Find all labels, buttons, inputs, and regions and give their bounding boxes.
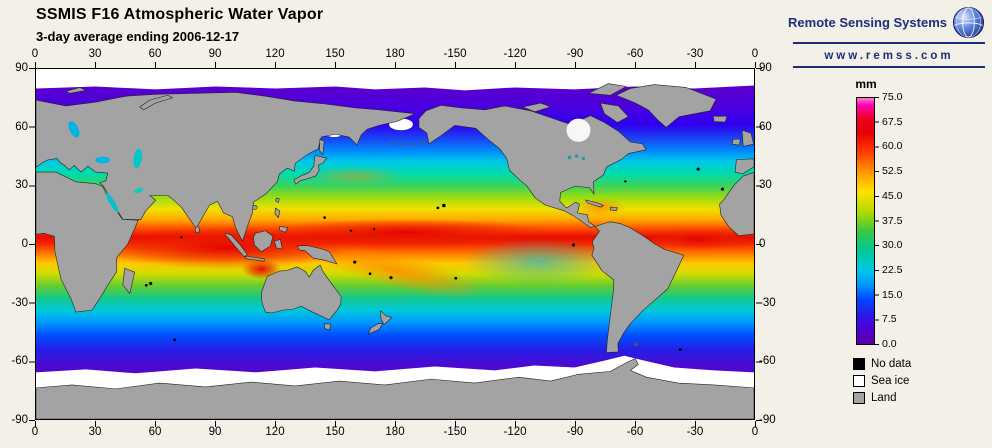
lat-tick-label: 90 xyxy=(15,62,28,74)
x-axis-labels-bottom: 0 30 60 90 120 150 180 -150 -120 -90 -60… xyxy=(31,426,759,440)
colorbar-tick-label: 52.5 xyxy=(882,165,903,177)
lon-tick-label: -90 xyxy=(566,426,584,438)
lat-tick-label: -30 xyxy=(11,297,28,309)
lat-tick-label: 0 xyxy=(759,238,766,250)
lat-tick-label: 60 xyxy=(15,121,28,133)
island-specks xyxy=(144,141,725,351)
y-axis-labels-right: 90 60 30 0 -30 -60 -90 xyxy=(759,62,787,426)
lon-tick-label: 0 xyxy=(31,48,39,60)
lon-tick-label: 60 xyxy=(148,426,162,438)
lon-tick-label: 180 xyxy=(385,426,405,438)
y-axis-labels-left: 90 60 30 0 -30 -60 -90 xyxy=(2,62,28,426)
x-axis-ticks-bottom xyxy=(35,421,756,427)
legend-item-land: Land xyxy=(853,391,911,404)
landmasses xyxy=(36,83,754,419)
colorbar-tick-label: 60.0 xyxy=(882,140,903,152)
colorbar-unit-label: mm xyxy=(855,77,877,91)
map-legend: No data Sea ice Land xyxy=(853,357,911,408)
globe-icon xyxy=(952,6,985,39)
lon-tick-label: -60 xyxy=(626,426,644,438)
lon-tick-label: 0 xyxy=(751,48,759,60)
no-data-swatch xyxy=(853,357,865,370)
page-subtitle: 3-day average ending 2006-12-17 xyxy=(36,29,240,44)
colorbar-tick-label: 67.5 xyxy=(882,116,903,128)
lat-tick-label: 30 xyxy=(759,179,772,191)
lon-tick-label: 60 xyxy=(148,48,162,60)
lon-tick-label: 30 xyxy=(88,426,102,438)
lon-tick-label: 90 xyxy=(208,48,222,60)
colorbar-ticks xyxy=(875,97,879,345)
arctic-sea-ice xyxy=(36,69,754,91)
colorbar xyxy=(856,97,875,345)
colorbar-labels: 75.0 67.5 60.0 52.5 45.0 37.5 30.0 22.5 … xyxy=(882,91,922,350)
lon-tick-label: 150 xyxy=(325,426,345,438)
lat-tick-label: -90 xyxy=(759,414,776,426)
lat-tick-label: -60 xyxy=(759,355,776,367)
y-axis-ticks-right xyxy=(756,68,762,421)
lon-tick-label: 0 xyxy=(31,426,39,438)
lon-tick-label: 0 xyxy=(751,426,759,438)
x-axis-ticks-top xyxy=(35,62,756,68)
colorbar-tick-label: 30.0 xyxy=(882,239,903,251)
lat-tick-label: -30 xyxy=(759,297,776,309)
sea-ice-swatch xyxy=(853,374,865,387)
world-map-graphic xyxy=(36,69,754,419)
lat-tick-label: -90 xyxy=(11,414,28,426)
lon-tick-label: -90 xyxy=(566,48,584,60)
lat-tick-label: 30 xyxy=(15,179,28,191)
land-swatch xyxy=(853,391,865,404)
legend-item-no-data: No data xyxy=(853,357,911,370)
brand-url: www.remss.com xyxy=(824,50,954,62)
inland-water xyxy=(68,118,591,213)
lat-tick-label: -60 xyxy=(11,355,28,367)
colorbar-tick-label: 37.5 xyxy=(882,215,903,227)
lon-tick-label: -30 xyxy=(686,426,704,438)
colorbar-tick-label: 45.0 xyxy=(882,190,903,202)
lat-tick-label: 0 xyxy=(21,238,28,250)
lon-tick-label: -150 xyxy=(443,48,467,60)
colorbar-tick-label: 0.0 xyxy=(882,338,897,350)
brand-url-box: www.remss.com xyxy=(793,42,985,68)
lat-tick-label: 90 xyxy=(759,62,772,74)
lon-tick-label: 120 xyxy=(265,426,285,438)
lon-tick-label: -120 xyxy=(503,426,527,438)
legend-label: Land xyxy=(871,391,897,404)
y-axis-ticks-left xyxy=(29,68,35,421)
legend-item-sea-ice: Sea ice xyxy=(853,374,911,387)
x-axis-labels-top: 0 30 60 90 120 150 180 -150 -120 -90 -60… xyxy=(31,48,759,62)
lon-tick-label: -30 xyxy=(686,48,704,60)
brand-row: Remote Sensing Systems xyxy=(788,6,985,39)
colorbar-tick-label: 7.5 xyxy=(882,313,897,325)
lon-tick-label: 90 xyxy=(208,426,222,438)
brand-name: Remote Sensing Systems xyxy=(788,15,947,30)
lon-tick-label: 150 xyxy=(325,48,345,60)
colorbar-tick-label: 75.0 xyxy=(882,91,903,103)
lon-tick-label: -60 xyxy=(626,48,644,60)
page-title: SSMIS F16 Atmospheric Water Vapor xyxy=(36,6,324,23)
colorbar-tick-label: 15.0 xyxy=(882,289,903,301)
lon-tick-label: 30 xyxy=(88,48,102,60)
lon-tick-label: 180 xyxy=(385,48,405,60)
lon-tick-label: -150 xyxy=(443,426,467,438)
colorbar-tick-label: 22.5 xyxy=(882,264,903,276)
lon-tick-label: -120 xyxy=(503,48,527,60)
lon-tick-label: 120 xyxy=(265,48,285,60)
branding-block: Remote Sensing Systems xyxy=(788,6,985,68)
lat-tick-label: 60 xyxy=(759,121,772,133)
legend-label: Sea ice xyxy=(871,374,910,387)
world-map xyxy=(35,68,755,420)
legend-label: No data xyxy=(871,357,912,370)
